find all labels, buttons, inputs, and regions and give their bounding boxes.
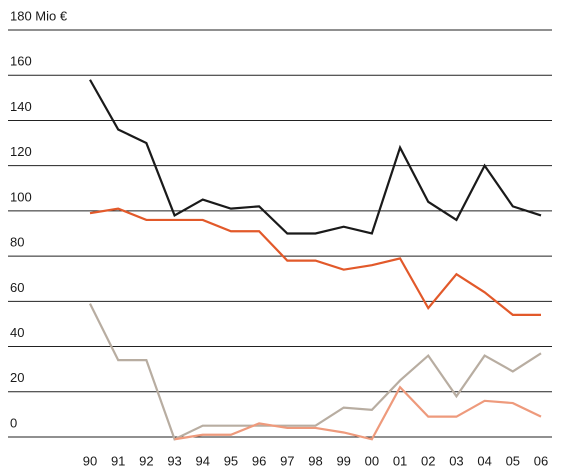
- x-tick-label: 01: [393, 453, 407, 468]
- x-tick-label: 00: [365, 453, 379, 468]
- x-tick-label: 96: [252, 453, 266, 468]
- x-tick-label: 92: [139, 453, 153, 468]
- y-tick-label: 60: [10, 280, 24, 295]
- y-tick-label: 20: [10, 370, 24, 385]
- x-tick-label: 05: [506, 453, 520, 468]
- series-line: [89, 79, 542, 235]
- x-tick-label: 94: [196, 453, 210, 468]
- y-tick-label: 0: [10, 415, 17, 430]
- x-tick-label: 97: [280, 453, 294, 468]
- y-tick-label: 140: [10, 99, 32, 114]
- x-tick-label: 02: [421, 453, 435, 468]
- y-tick-label: 160: [10, 54, 32, 69]
- y-tick-label: 180 Mio €: [10, 8, 68, 23]
- x-tick-label: 93: [167, 453, 181, 468]
- x-tick-label: 03: [449, 453, 463, 468]
- series-line: [89, 303, 542, 441]
- x-tick-label: 98: [308, 453, 322, 468]
- x-tick-label: 04: [477, 453, 491, 468]
- y-tick-label: 80: [10, 235, 24, 250]
- x-tick-label: 99: [336, 453, 350, 468]
- series-line: [174, 385, 542, 441]
- x-tick-label: 95: [224, 453, 238, 468]
- series-line: [89, 207, 541, 316]
- y-tick-label: 40: [10, 325, 24, 340]
- x-tick-label: 90: [83, 453, 97, 468]
- y-tick-label: 120: [10, 144, 32, 159]
- x-tick-label: 06: [534, 453, 548, 468]
- y-tick-label: 100: [10, 189, 32, 204]
- x-tick-label: 91: [111, 453, 125, 468]
